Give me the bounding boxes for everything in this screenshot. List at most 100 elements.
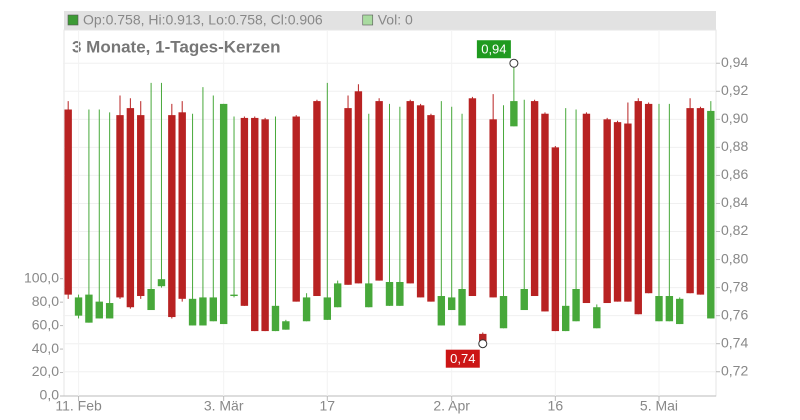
- candle-body: [541, 113, 549, 312]
- annotation-point: [509, 58, 519, 68]
- candle-body: [230, 294, 238, 297]
- candle-body: [437, 296, 446, 326]
- candle-body: [292, 116, 300, 302]
- candle-body: [302, 297, 311, 322]
- y-tick-label: 0,90: [721, 110, 748, 126]
- candle-body: [209, 297, 217, 322]
- y2-tick-label: 0,0: [40, 387, 60, 403]
- candle-body: [85, 294, 93, 323]
- candle-body: [665, 296, 674, 322]
- candle-body: [157, 279, 166, 287]
- candle-body: [582, 113, 591, 304]
- candle-body: [365, 283, 373, 308]
- candle-body: [510, 101, 518, 127]
- y-tick-label: 0,94: [721, 54, 748, 70]
- candle-body: [499, 296, 508, 329]
- candle-body: [74, 297, 83, 316]
- x-tick-label: 17: [320, 398, 336, 414]
- y2-tick-label: 40,0: [32, 340, 59, 356]
- candle-body: [219, 103, 228, 325]
- candle-body: [479, 333, 487, 343]
- candle-body: [551, 147, 560, 332]
- candle-body: [686, 108, 694, 294]
- candle-body: [385, 281, 394, 306]
- candle-body: [406, 101, 414, 284]
- candle-body: [188, 298, 197, 326]
- annotation-box: [476, 40, 511, 59]
- x-tick-label: 11. Feb: [55, 398, 102, 414]
- candle-body: [458, 289, 466, 326]
- y-tick-label: 0,74: [721, 334, 748, 350]
- x-tick-label: 16: [548, 398, 564, 414]
- legend-swatch: [362, 14, 374, 26]
- candle-body: [696, 108, 705, 295]
- y-tick-label: 0,92: [721, 82, 748, 98]
- candle-body: [333, 283, 342, 308]
- candle-body: [562, 305, 570, 332]
- candle-body: [603, 119, 611, 304]
- candle-body: [624, 123, 632, 302]
- candle-body: [375, 101, 383, 281]
- legend-swatch: [67, 14, 79, 26]
- y-tick-label: 0,76: [721, 306, 748, 322]
- header-bar: [64, 11, 716, 30]
- candle-body: [178, 112, 186, 299]
- candle-body: [313, 101, 321, 297]
- y-tick-label: 0,84: [721, 194, 748, 210]
- y-tick-label: 0,72: [721, 362, 748, 378]
- x-tick-label: 2. Apr: [433, 398, 470, 414]
- y-tick-label: 0,78: [721, 278, 748, 294]
- candle-body: [447, 297, 456, 311]
- subtitle: 3 Monate, 1-Tages-Kerzen: [72, 37, 280, 56]
- annotation-label: 0,74: [450, 351, 475, 366]
- candle-body: [199, 297, 207, 326]
- candle-body: [489, 119, 497, 298]
- candle-body: [64, 109, 72, 295]
- candle-body: [116, 115, 124, 298]
- y2-tick-label: 20,0: [32, 363, 59, 379]
- candle-body: [271, 305, 280, 332]
- candle-body: [427, 115, 435, 302]
- candle-body: [251, 117, 259, 332]
- candle-body: [240, 117, 249, 306]
- x-tick-label: 3. Mär: [204, 398, 244, 414]
- y2-tick-label: 60,0: [32, 316, 59, 332]
- candle-body: [572, 289, 580, 322]
- candle-body: [282, 321, 290, 330]
- y-tick-label: 0,80: [721, 250, 748, 266]
- candle-body: [344, 108, 352, 285]
- candle-body: [655, 296, 663, 322]
- y2-tick-label: 80,0: [32, 293, 59, 309]
- annotation-label: 0,94: [481, 42, 506, 57]
- candle-body: [168, 115, 176, 318]
- candle-body: [137, 115, 145, 297]
- annotation-point: [478, 339, 488, 349]
- legend-text: Op:0.758, Hi:0.913, Lo:0.758, Cl:0.906: [83, 12, 323, 28]
- x-tick-label: 5. Mai: [640, 398, 678, 414]
- candle-body: [396, 281, 404, 306]
- candle-body: [468, 98, 477, 297]
- legend-text: Vol: 0: [378, 12, 413, 28]
- candle-body: [354, 91, 363, 284]
- candle-body: [520, 289, 528, 311]
- y2-tick-label: 100,0: [24, 269, 59, 285]
- candle-body: [416, 105, 425, 298]
- candle-body: [634, 101, 642, 315]
- candle-body: [95, 301, 103, 319]
- candle-body: [707, 110, 715, 319]
- candle-body: [644, 103, 653, 294]
- candle-body: [530, 101, 539, 297]
- candle-body: [676, 298, 684, 325]
- annotation-box: [445, 349, 480, 368]
- candle-body: [105, 303, 114, 319]
- candle-body: [613, 122, 622, 302]
- y-tick-label: 0,82: [721, 222, 748, 238]
- candle-body: [593, 307, 601, 329]
- y-tick-label: 0,88: [721, 138, 748, 154]
- candle-body: [261, 119, 269, 332]
- candle-body: [126, 108, 135, 308]
- candle-body: [323, 297, 332, 320]
- y-tick-label: 0,86: [721, 166, 748, 182]
- candle-body: [147, 289, 155, 311]
